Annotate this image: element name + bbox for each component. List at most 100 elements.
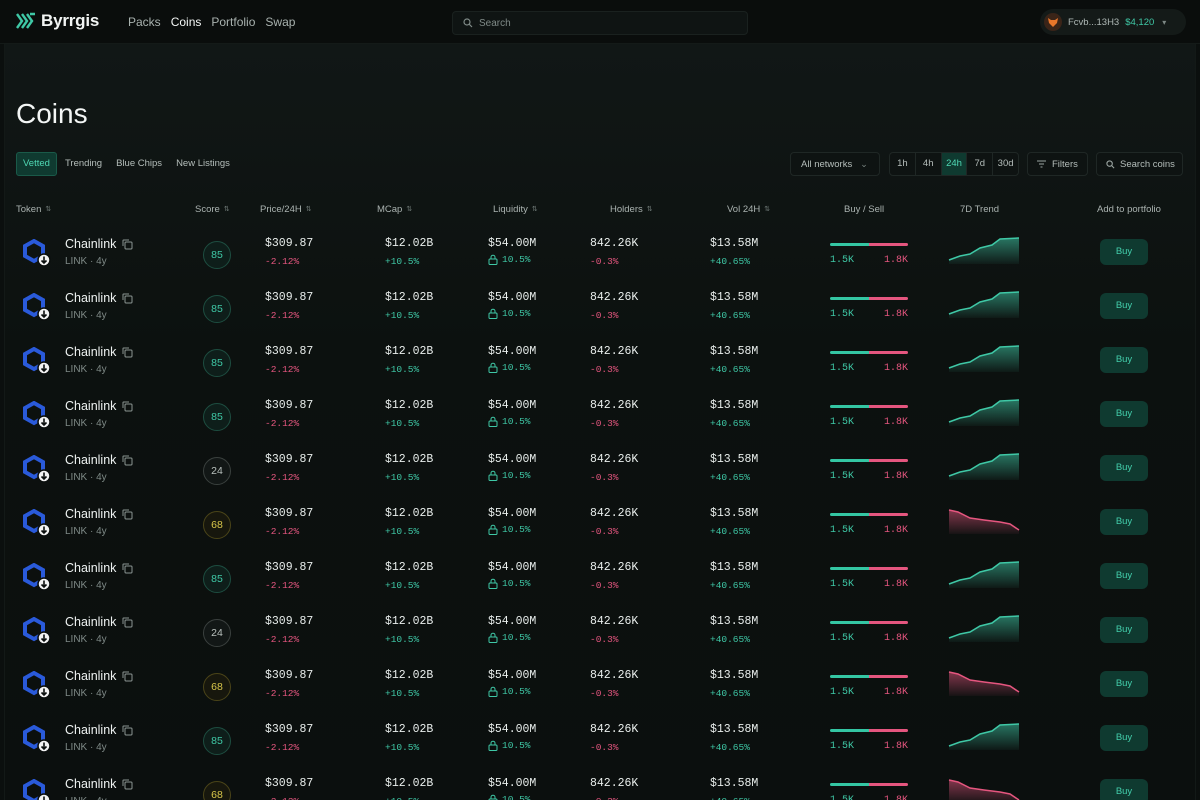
copy-icon[interactable] — [122, 347, 133, 358]
buy-button[interactable]: Buy — [1100, 509, 1148, 535]
lock-icon — [488, 632, 498, 643]
wallet-avatar-icon — [1044, 13, 1062, 31]
timeframe-4h[interactable]: 4h — [916, 153, 942, 175]
table-row[interactable]: Chainlink LINK · 4y 24 $309.87 -2.12% $1… — [0, 610, 1200, 664]
filters-button[interactable]: Filters — [1027, 152, 1088, 176]
token-name: Chainlink — [65, 453, 117, 467]
tab-vetted[interactable]: Vetted — [16, 152, 57, 176]
table-row[interactable]: Chainlink LINK · 4y 68 $309.87 -2.12% $1… — [0, 772, 1200, 800]
timeframe-30d[interactable]: 30d — [997, 158, 1014, 169]
volume-change: +40.65% — [710, 742, 750, 753]
chainlink-icon — [23, 779, 51, 800]
col-score[interactable]: Score ⇅ — [195, 204, 230, 215]
table-row[interactable]: Chainlink LINK · 4y 68 $309.87 -2.12% $1… — [0, 664, 1200, 718]
volume-change: +40.65% — [710, 418, 750, 429]
table-row[interactable]: Chainlink LINK · 4y 85 $309.87 -2.12% $1… — [0, 232, 1200, 286]
buy-button[interactable]: Buy — [1100, 563, 1148, 589]
buy-button[interactable]: Buy — [1100, 671, 1148, 697]
nav-swap[interactable]: Swap — [265, 15, 296, 29]
buy-button[interactable]: Buy — [1100, 347, 1148, 373]
networks-dropdown[interactable]: All networks ⌄ — [790, 152, 880, 176]
tab-new-listings[interactable]: New Listings — [176, 158, 230, 169]
score-badge: 68 — [203, 511, 231, 539]
copy-icon[interactable] — [122, 401, 133, 412]
col-mcap[interactable]: MCap ⇅ — [377, 204, 412, 215]
liquidity-locked: 10.5% — [488, 524, 531, 535]
col-liquidity[interactable]: Liquidity ⇅ — [493, 204, 538, 215]
buy-count: 1.5K — [830, 633, 855, 644]
table-row[interactable]: Chainlink LINK · 4y 85 $309.87 -2.12% $1… — [0, 718, 1200, 772]
col-price[interactable]: Price/24H ⇅ — [260, 204, 312, 215]
liquidity-locked-value: 10.5% — [502, 416, 531, 427]
liquidity-locked-value: 10.5% — [502, 362, 531, 373]
timeframe-24h[interactable]: 24h — [941, 153, 968, 175]
search-coins-input[interactable]: Search coins — [1096, 152, 1183, 176]
copy-icon[interactable] — [122, 779, 133, 790]
score-badge: 24 — [203, 619, 231, 647]
table-row[interactable]: Chainlink LINK · 4y 68 $309.87 -2.12% $1… — [0, 502, 1200, 556]
timeframe-1h[interactable]: 1h — [890, 153, 916, 175]
global-search-input[interactable]: Search — [452, 11, 748, 35]
volume-change: +40.65% — [710, 364, 750, 375]
networks-label: All networks — [801, 158, 853, 170]
timeframe-7d[interactable]: 7d — [967, 153, 994, 175]
nav-portfolio[interactable]: Portfolio — [211, 15, 256, 29]
volume-change: +40.65% — [710, 310, 750, 321]
score-badge: 68 — [203, 781, 231, 800]
price-change: -2.12% — [265, 256, 300, 267]
buy-button[interactable]: Buy — [1100, 293, 1148, 319]
liquidity-locked: 10.5% — [488, 470, 531, 481]
copy-icon[interactable] — [122, 725, 133, 736]
volume-value: $13.58M — [710, 615, 759, 628]
holders-value: 842.26K — [590, 669, 639, 682]
tab-trending[interactable]: Trending — [64, 158, 103, 169]
buy-button[interactable]: Buy — [1100, 617, 1148, 643]
col-vol[interactable]: Vol 24H ⇅ — [727, 204, 770, 215]
price-change: -2.12% — [265, 418, 300, 429]
copy-icon[interactable] — [122, 455, 133, 466]
score-badge: 24 — [203, 457, 231, 485]
buy-button[interactable]: Buy — [1100, 455, 1148, 481]
trend-sparkline — [948, 453, 1020, 480]
copy-icon[interactable] — [122, 293, 133, 304]
mcap-change: +10.5% — [385, 742, 420, 753]
logo-icon — [16, 12, 35, 29]
copy-icon[interactable] — [122, 563, 133, 574]
buy-button[interactable]: Buy — [1100, 779, 1148, 800]
mcap-change: +10.5% — [385, 688, 420, 699]
liquidity-locked: 10.5% — [488, 632, 531, 643]
buy-button[interactable]: Buy — [1100, 239, 1148, 265]
sell-count: 1.8K — [884, 255, 909, 266]
wallet-button[interactable]: Fcvb...13H3 $4,120 ▾ — [1040, 9, 1186, 35]
copy-icon[interactable] — [122, 617, 133, 628]
col-holders[interactable]: Holders ⇅ — [610, 204, 653, 215]
buy-button[interactable]: Buy — [1100, 725, 1148, 751]
table-row[interactable]: Chainlink LINK · 4y 85 $309.87 -2.12% $1… — [0, 340, 1200, 394]
col-token[interactable]: Token ⇅ — [16, 204, 51, 215]
buy-sell-ratio-bar — [830, 513, 908, 516]
sort-icon: ⇅ — [531, 206, 538, 213]
tab-blue-chips[interactable]: Blue Chips — [116, 158, 163, 169]
nav-packs[interactable]: Packs — [128, 15, 161, 29]
holders-value: 842.26K — [590, 237, 639, 250]
buy-count: 1.5K — [830, 417, 855, 428]
buy-button[interactable]: Buy — [1100, 401, 1148, 427]
col-buy-sell: Buy / Sell — [844, 204, 884, 215]
buy-count: 1.5K — [830, 309, 855, 320]
volume-value: $13.58M — [710, 345, 759, 358]
nav-coins[interactable]: Coins — [170, 15, 202, 29]
trend-sparkline — [948, 779, 1020, 800]
table-row[interactable]: Chainlink LINK · 4y 85 $309.87 -2.12% $1… — [0, 286, 1200, 340]
table-row[interactable]: Chainlink LINK · 4y 24 $309.87 -2.12% $1… — [0, 448, 1200, 502]
lock-icon — [488, 416, 498, 427]
price-change: -2.12% — [265, 634, 300, 645]
token-name-group: Chainlink — [65, 615, 133, 629]
copy-icon[interactable] — [122, 509, 133, 520]
table-row[interactable]: Chainlink LINK · 4y 85 $309.87 -2.12% $1… — [0, 394, 1200, 448]
brand-logo[interactable]: Byrrgis — [16, 11, 99, 31]
copy-icon[interactable] — [122, 239, 133, 250]
liquidity-locked-value: 10.5% — [502, 470, 531, 481]
score-badge: 85 — [203, 727, 231, 755]
table-row[interactable]: Chainlink LINK · 4y 85 $309.87 -2.12% $1… — [0, 556, 1200, 610]
copy-icon[interactable] — [122, 671, 133, 682]
